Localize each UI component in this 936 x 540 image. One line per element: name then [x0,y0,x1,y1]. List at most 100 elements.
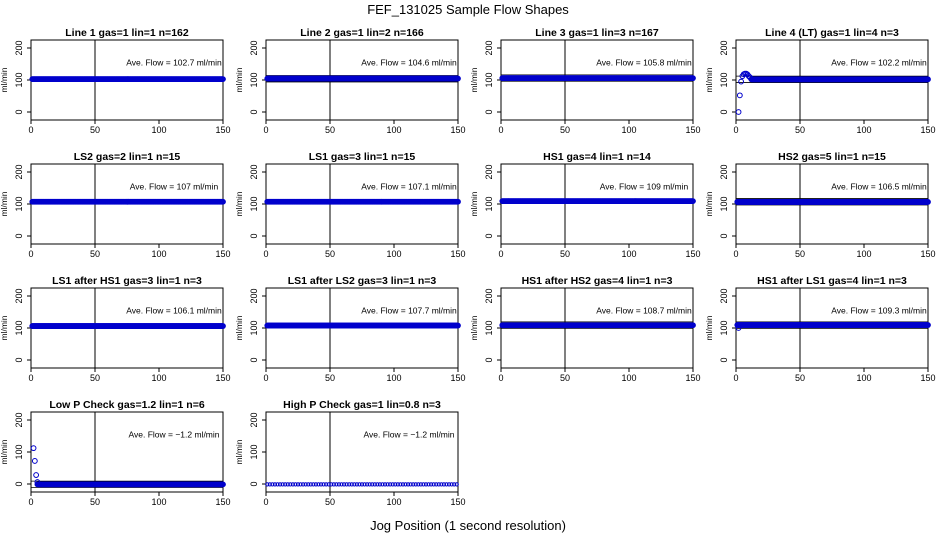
x-tick-label: 0 [498,125,503,135]
x-tick-label: 100 [856,125,871,135]
x-tick-label: 50 [325,125,335,135]
y-axis-label: ml/min [0,67,9,92]
flow-annotation: Ave. Flow = 106.5 ml/min [831,182,927,192]
x-tick-label: 100 [386,497,401,507]
flow-annotation: Ave. Flow = 102.7 ml/min [126,58,222,68]
y-tick-label: 100 [484,72,494,87]
x-tick-label: 50 [560,373,570,383]
plot-frame [30,411,224,493]
x-tick-label: 0 [28,249,33,259]
y-tick-label: 0 [14,109,24,114]
y-axis-label: ml/min [704,315,714,340]
flow-annotation: Ave. Flow = 106.1 ml/min [126,306,222,316]
y-axis-label: ml/min [234,315,244,340]
data-point [220,323,226,329]
x-tick-label: 0 [263,125,268,135]
chart-panel: HS1 gas=4 lin=1 n=14 ml/min 0 50 100 150 0 100 2… [469,151,701,259]
x-tick-label: 0 [28,497,33,507]
x-tick-label: 50 [795,125,805,135]
data-point [357,482,362,487]
y-tick-label: 100 [719,320,729,335]
y-tick-label: 0 [484,109,494,114]
x-tick-label: 50 [90,497,100,507]
x-tick-label: 150 [215,249,230,259]
data-point [421,482,426,487]
x-tick-label: 150 [450,497,465,507]
y-tick-label: 100 [484,196,494,211]
x-tick-label: 0 [28,125,33,135]
x-tick-label: 150 [920,249,935,259]
data-point [293,482,298,487]
x-tick-label: 0 [733,249,738,259]
y-axis-label: ml/min [0,315,9,340]
flow-annotation: Ave. Flow = 109.3 ml/min [831,306,927,316]
y-tick-label: 0 [14,481,24,486]
y-tick-label: 100 [14,320,24,335]
data-point [736,92,743,99]
data-point [311,482,316,487]
x-tick-label: 150 [685,249,700,259]
data-point [321,482,326,487]
y-axis-label: ml/min [469,191,479,216]
data-point [444,482,449,487]
data-point [277,482,283,487]
data-point [436,482,441,487]
y-tick-label: 200 [249,288,259,303]
data-point [326,482,331,487]
y-axis-label: ml/min [469,315,479,340]
data-point [331,482,336,487]
x-tick-label: 50 [560,249,570,259]
data-point [267,482,272,487]
data-point [408,482,413,487]
chart-panel: Line 2 gas=1 lin=2 n=166 ml/min 0 50 100 150 0… [234,27,466,135]
y-tick-label: 200 [249,164,259,179]
x-tick-label: 100 [621,249,636,259]
chart-panel: HS2 gas=5 lin=1 n=15 ml/min 0 50 100 150 0 100 2… [704,151,936,259]
data-point [31,458,38,464]
x-tick-label: 50 [795,249,805,259]
panel-title: Line 3 gas=1 lin=3 n=167 [535,27,659,39]
flow-annotation: Ave. Flow = 104.6 ml/min [361,58,457,68]
y-axis-label: ml/min [469,67,479,92]
flow-annotation: Ave. Flow = 107.7 ml/min [361,306,457,316]
data-point [925,76,931,83]
y-tick-label: 0 [484,233,494,238]
data-point [426,482,431,487]
flow-annotation: Ave. Flow = 109 ml/min [600,182,689,192]
data-point [272,482,278,487]
data-point [390,482,395,487]
y-tick-label: 200 [719,288,729,303]
panel-title: LS2 gas=2 lin=1 n=15 [74,151,181,163]
x-tick-label: 0 [263,373,268,383]
data-point [738,78,745,85]
chart-panel: HS1 after HS2 gas=4 lin=1 n=3 ml/min 0 50 10… [469,275,701,383]
data-point [385,482,390,487]
data-point [735,325,742,331]
panel-title: LS1 after LS2 gas=3 lin=1 n=3 [288,275,437,287]
data-point [455,75,461,82]
y-tick-label: 100 [719,72,729,87]
data-point [306,482,311,487]
y-tick-label: 100 [14,444,24,459]
chart-panel: High P Check gas=1 lin=0.8 n=3 ml/min 0 50 1… [234,399,466,507]
x-tick-label: 100 [151,249,166,259]
panel-title: HS2 gas=5 lin=1 n=15 [778,151,886,163]
x-tick-label: 50 [325,373,335,383]
x-tick-label: 0 [263,497,268,507]
data-point [280,482,285,487]
data-point [334,482,339,487]
data-point [354,482,359,487]
y-tick-label: 0 [14,357,24,362]
x-tick-label: 100 [151,125,166,135]
chart-panel: LS2 gas=2 lin=1 n=15 ml/min 0 50 100 150 0 100 2… [0,151,231,259]
flow-annotation: Ave. Flow = −1.2 ml/min [128,430,219,440]
data-point [446,482,452,487]
x-tick-label: 50 [560,125,570,135]
chart-panel: HS1 after LS1 gas=4 lin=1 n=3 ml/min 0 50 10… [704,275,936,383]
data-point [341,482,347,487]
panel-title: Line 4 (LT) gas=1 lin=4 n=3 [765,27,899,39]
y-tick-label: 100 [484,320,494,335]
data-point [372,482,377,487]
data-point [301,482,306,487]
x-tick-label: 150 [685,125,700,135]
